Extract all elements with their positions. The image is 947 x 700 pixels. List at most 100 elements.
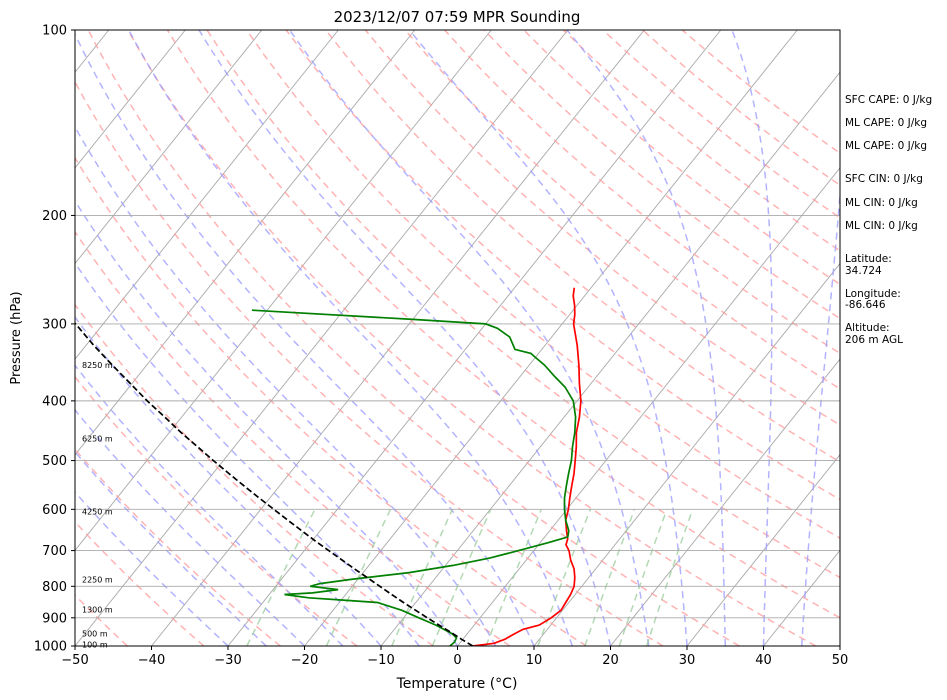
isotherm-line xyxy=(380,71,840,646)
isotherm-line xyxy=(686,454,840,646)
dry-adiabat-line xyxy=(75,375,358,646)
y-tick-label: 500 xyxy=(42,454,67,469)
moist-adiabat-line xyxy=(288,30,650,646)
isotherm-line xyxy=(75,30,263,265)
x-axis-ticks: −50 −40 −30 −20 −10 0 10 20 30 40 50 xyxy=(61,646,848,668)
y-tick-label: 100 xyxy=(42,24,67,39)
dry-adiabat-line xyxy=(166,30,840,619)
x-tick-label: −30 xyxy=(214,653,241,668)
mixing-ratio-line xyxy=(485,509,543,646)
temperature-trace xyxy=(472,287,582,646)
dry-adiabat-line xyxy=(325,30,840,463)
dry-adiabat-line xyxy=(75,594,128,646)
sfc-cape-text: SFC CAPE: 0 J/kg xyxy=(845,94,932,106)
y-tick-label: 900 xyxy=(42,611,67,626)
y-tick-label: 700 xyxy=(42,544,67,559)
moist-adiabat-line xyxy=(75,450,267,646)
latitude-label: Latitude: xyxy=(845,253,892,265)
moist-adiabat-line xyxy=(75,408,306,646)
mixing-ratio-line xyxy=(645,509,694,646)
parcel-trace xyxy=(75,321,474,646)
altitude-value: 206 m AGL xyxy=(845,334,903,346)
x-tick-label: 40 xyxy=(755,653,772,668)
dry-adiabat-line xyxy=(75,520,205,646)
isotherm-line xyxy=(75,30,492,552)
longitude-label: Longitude: xyxy=(845,288,901,300)
sfc-cin-text: SFC CIN: 0 J/kg xyxy=(845,173,923,185)
info-panel: SFC CAPE: 0 J/kg ML CAPE: 0 J/kg ML CAPE… xyxy=(845,94,932,346)
height-label: 6250 m xyxy=(82,434,113,443)
x-tick-label: 20 xyxy=(602,653,619,668)
ml-cape-text-1: ML CAPE: 0 J/kg xyxy=(845,117,927,129)
dry-adiabat-line xyxy=(87,30,740,646)
y-tick-label: 600 xyxy=(42,503,67,518)
longitude-value: -86.646 xyxy=(845,299,886,311)
isotherm-line xyxy=(533,262,840,646)
sounding-traces xyxy=(75,287,582,646)
isotherm-line xyxy=(304,30,798,646)
ml-cape-text-2: ML CAPE: 0 J/kg xyxy=(845,140,927,152)
moist-adiabat-line xyxy=(75,32,535,646)
moist-adiabat-line xyxy=(75,261,420,646)
dry-adiabat-line xyxy=(444,30,840,355)
mixing-ratio-line xyxy=(246,508,316,646)
isotherm-line xyxy=(75,30,339,360)
latitude-value: 34.724 xyxy=(845,265,882,277)
background-lines xyxy=(75,30,840,646)
dry-adiabat-line xyxy=(75,80,664,646)
moist-adiabat-line xyxy=(731,30,773,646)
y-axis-ticks: 100 200 300 400 500 600 700 800 900 1000 xyxy=(34,24,75,655)
moist-adiabat-line xyxy=(75,125,497,646)
isotherm-line xyxy=(457,167,840,646)
x-tick-label: −10 xyxy=(367,653,394,668)
y-tick-label: 200 xyxy=(42,209,67,224)
dry-adiabat-line xyxy=(206,30,840,579)
dry-adiabat-line xyxy=(75,156,587,646)
dry-adiabat-line xyxy=(483,30,840,320)
x-tick-label: 0 xyxy=(453,653,461,668)
height-label: 4250 m xyxy=(82,508,113,517)
altitude-label: Altitude: xyxy=(845,322,890,334)
moist-adiabat-line xyxy=(801,185,840,646)
isotherm-line xyxy=(75,30,416,456)
isotherm-line xyxy=(227,30,722,646)
x-tick-label: −50 xyxy=(61,653,88,668)
isotherm-line xyxy=(610,358,840,646)
moist-adiabat-line xyxy=(408,30,688,646)
height-label: 1300 m xyxy=(82,605,113,614)
dry-adiabat-line xyxy=(523,30,840,286)
mixing-ratio-line xyxy=(325,508,392,646)
x-tick-label: 50 xyxy=(832,653,849,668)
ml-cin-text-2: ML CIN: 0 J/kg xyxy=(845,220,918,232)
x-tick-label: −20 xyxy=(291,653,318,668)
plot-frame xyxy=(74,29,841,647)
pressure-gridlines xyxy=(75,214,840,619)
x-tick-label: 30 xyxy=(679,653,696,668)
dewpoint-trace xyxy=(251,309,577,646)
y-tick-label: 800 xyxy=(42,580,67,595)
moist-adiabat-line xyxy=(75,364,344,646)
isotherm-line xyxy=(151,30,645,646)
height-label: 100 m xyxy=(82,641,108,650)
chart-title: 2023/12/07 07:59 MPR Sounding xyxy=(334,8,581,26)
dry-adiabat-line xyxy=(75,230,511,646)
dry-adiabat-line xyxy=(285,30,840,501)
height-label: 500 m xyxy=(82,630,108,639)
moist-adiabat-line xyxy=(75,491,229,646)
moist-adiabat-line xyxy=(128,30,574,646)
height-labels: 100 m 500 m 1300 m 2250 m 4250 m 6250 m 8250 m xyxy=(82,361,113,650)
x-tick-label: 10 xyxy=(526,653,543,668)
y-axis-label: Pressure (hPa) xyxy=(9,291,24,384)
moist-adiabat-line xyxy=(566,30,727,646)
moist-adiabat-line xyxy=(75,199,459,646)
isotherm-line xyxy=(75,30,186,169)
dry-adiabat-line xyxy=(245,30,840,539)
y-tick-label: 1000 xyxy=(34,640,67,655)
x-tick-label: −40 xyxy=(138,653,165,668)
y-tick-label: 300 xyxy=(42,317,67,332)
height-label: 2250 m xyxy=(82,576,113,585)
y-tick-label: 400 xyxy=(42,394,67,409)
x-axis-label: Temperature (°C) xyxy=(396,676,518,692)
height-label: 8250 m xyxy=(82,361,113,370)
